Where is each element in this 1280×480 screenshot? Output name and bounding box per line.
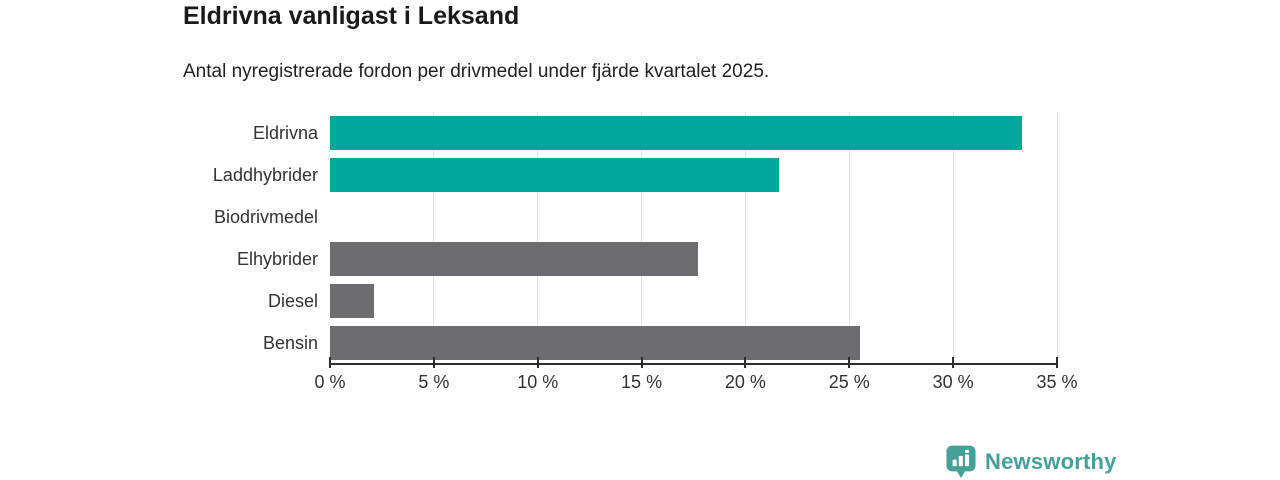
x-tick-mark bbox=[744, 357, 747, 368]
category-label-diesel: Diesel bbox=[267, 291, 318, 311]
x-tick-label: 5 % bbox=[418, 372, 450, 392]
x-tick-label: 0 % bbox=[314, 372, 346, 392]
y-axis-category-labels: Eldrivna Laddhybrider Biodrivmedel Elhybrid… bbox=[0, 112, 318, 364]
bar-eldrivna bbox=[330, 116, 1022, 150]
category-label-laddhybrider: Laddhybrider bbox=[212, 165, 318, 185]
gridline bbox=[848, 112, 850, 364]
x-tick-mark bbox=[1056, 357, 1058, 368]
bar-elhybrider bbox=[330, 242, 698, 276]
bar-row bbox=[330, 322, 1057, 364]
bar-row bbox=[330, 196, 1057, 238]
newsworthy-logo-text: Newsworthy bbox=[985, 449, 1117, 474]
x-tick-label: 15 % bbox=[621, 372, 663, 392]
bar-series bbox=[330, 112, 1057, 364]
gridline bbox=[952, 112, 954, 364]
newsworthy-logo[interactable]: Newsworthy bbox=[946, 445, 1117, 479]
category-label-bensin: Bensin bbox=[262, 333, 318, 353]
bar-bensin bbox=[330, 326, 860, 360]
bar-diesel bbox=[330, 284, 374, 318]
bar-laddhybrider bbox=[330, 158, 779, 192]
x-tick-label: 25 % bbox=[828, 372, 870, 392]
x-tick-mark bbox=[848, 357, 851, 368]
x-tick-mark bbox=[536, 357, 539, 368]
x-tick-mark bbox=[640, 357, 643, 368]
gridline bbox=[1056, 112, 1058, 364]
bar-row bbox=[330, 112, 1057, 154]
category-label-biodrivmedel: Biodrivmedel bbox=[213, 207, 318, 227]
x-axis-line bbox=[330, 363, 1058, 365]
gridline bbox=[433, 112, 435, 364]
newsworthy-logo-icon bbox=[946, 445, 976, 478]
chart-title: Eldrivna vanligast i Leksand bbox=[183, 2, 520, 30]
x-tick-label: 20 % bbox=[724, 372, 766, 392]
x-tick-mark bbox=[952, 357, 955, 368]
gridlines bbox=[330, 112, 1058, 364]
gridline bbox=[537, 112, 539, 364]
gridline bbox=[641, 112, 643, 364]
bar-row bbox=[330, 154, 1057, 196]
plot-area bbox=[330, 112, 1058, 364]
chart-subtitle: Antal nyregistrerade fordon per drivmede… bbox=[183, 61, 770, 82]
x-tick-label: 30 % bbox=[932, 372, 974, 392]
x-tick-mark bbox=[329, 357, 331, 368]
x-tick-label: 10 % bbox=[517, 372, 559, 392]
category-label-eldrivna: Eldrivna bbox=[252, 123, 318, 143]
x-tick-label: 35 % bbox=[1036, 372, 1078, 392]
bar-row bbox=[330, 238, 1057, 280]
gridline bbox=[744, 112, 746, 364]
x-tick-mark bbox=[432, 357, 435, 368]
bar-row bbox=[330, 280, 1057, 322]
category-label-elhybrider: Elhybrider bbox=[236, 249, 318, 269]
